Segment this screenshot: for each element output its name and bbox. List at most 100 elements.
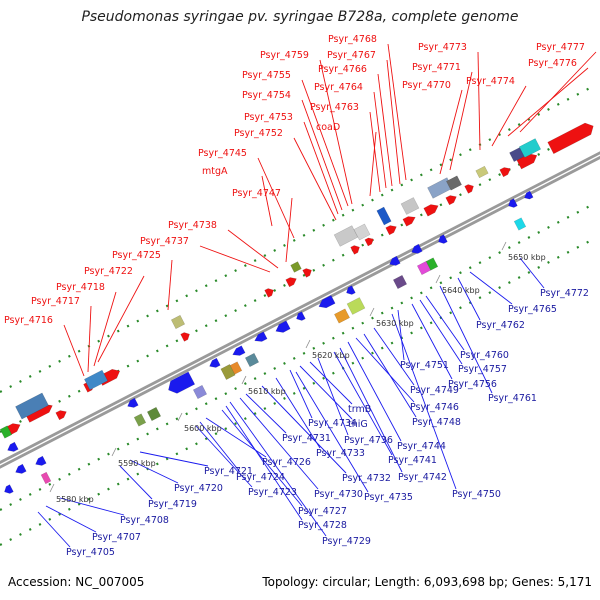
feature-block-17	[229, 361, 243, 375]
reverse-label-29: Psyr_4756	[448, 379, 497, 390]
forward-gene-16	[547, 122, 594, 155]
reverse-leader-28	[397, 309, 405, 361]
reverse-label-14: Psyr_4732	[342, 473, 391, 484]
reverse-label-18: trmB	[348, 404, 371, 415]
forward-label-3: Psyr_4722	[84, 266, 133, 277]
reverse-label-8: Psyr_4726	[262, 457, 311, 468]
feature-block-24	[513, 217, 527, 231]
scale-label-4: 5620 kbp	[312, 351, 350, 360]
feature-block-26	[0, 425, 13, 439]
feature-block-10	[518, 138, 542, 158]
feature-block-15	[192, 384, 208, 400]
scale-label-5: 5630 kbp	[376, 319, 414, 328]
reverse-label-3: Psyr_4719	[148, 499, 197, 510]
reverse-label-22: Psyr_4742	[398, 472, 447, 483]
forward-label-9: Psyr_4745	[198, 148, 247, 159]
reverse-label-2: Psyr_4708	[120, 515, 169, 526]
reverse-gene-12	[411, 243, 423, 254]
reverse-gene-9	[318, 294, 336, 309]
reverse-leader-0	[37, 511, 71, 548]
feature-block-7	[446, 175, 462, 191]
reverse-leader-29	[411, 303, 453, 380]
scale-tick-7	[501, 241, 507, 251]
forward-label-15: coaD	[316, 122, 340, 133]
gene-features	[0, 122, 594, 494]
feature-block-13	[146, 406, 162, 422]
reverse-leader-26	[373, 327, 415, 386]
reverse-leader-13	[245, 393, 287, 434]
reverse-label-23: Psyr_4744	[397, 441, 446, 452]
reverse-label-35: Psyr_4772	[540, 288, 589, 299]
forward-gene-14	[499, 167, 511, 178]
reverse-leader-3	[119, 465, 153, 500]
reverse-leader-25	[363, 333, 417, 418]
forward-gene-13	[464, 184, 474, 194]
reverse-gene-3	[168, 371, 196, 394]
scale-label-0: 5580 kbp	[56, 495, 94, 504]
reverse-leader-14	[261, 385, 347, 474]
reverse-gene-6	[254, 331, 268, 342]
reverse-label-26: Psyr_4749	[410, 385, 459, 396]
forward-gene-5	[285, 277, 297, 288]
lower-inner-rail	[0, 240, 591, 546]
reverse-label-15: Psyr_4733	[316, 448, 365, 459]
forward-gene-8	[364, 237, 374, 247]
reverse-label-19: Psyr_4735	[364, 492, 413, 503]
reverse-leader-17	[299, 365, 353, 420]
reverse-label-7: Psyr_4724	[236, 472, 285, 483]
forward-gene-9	[385, 225, 397, 236]
reverse-leader-7	[199, 421, 241, 473]
reverse-label-10: Psyr_4728	[298, 520, 347, 531]
reverse-leader-33	[457, 277, 481, 321]
forward-label-10: Psyr_4752	[234, 128, 283, 139]
forward-gene-4	[264, 288, 274, 298]
forward-label-4: Psyr_4725	[112, 250, 161, 261]
reverse-label-1: Psyr_4707	[92, 532, 141, 543]
forward-label-26: Psyr_4777	[536, 42, 585, 53]
reverse-label-21: Psyr_4741	[388, 455, 437, 466]
feature-block-18	[244, 352, 260, 368]
scale-tick-4	[305, 339, 311, 349]
reverse-label-30: Psyr_4757	[458, 364, 507, 375]
map-title: Pseudomonas syringae pv. syringae B728a,…	[81, 9, 519, 25]
scale-label-2: 5600 kbp	[184, 424, 222, 433]
forward-label-11: Psyr_4753	[244, 112, 293, 123]
genome-summary-text: Topology: circular; Length: 6,093,698 bp…	[262, 575, 592, 589]
reverse-gene-1	[35, 455, 47, 466]
reverse-gene-14	[508, 198, 518, 208]
forward-label-6: Psyr_4738	[168, 220, 217, 231]
forward-leader-6	[227, 229, 279, 269]
reverse-gene-5	[232, 345, 246, 356]
forward-label-5: Psyr_4737	[140, 236, 189, 247]
reverse-label-5: Psyr_4721	[204, 466, 253, 477]
forward-label-8: mtgA	[202, 166, 228, 177]
scale-tick-6	[435, 274, 441, 284]
reverse-leader-4	[129, 459, 179, 484]
forward-label-18: Psyr_4766	[318, 64, 367, 75]
reverse-leader-10	[225, 405, 303, 521]
forward-leader-7	[285, 197, 293, 263]
forward-label-13: Psyr_4755	[242, 70, 291, 81]
reverse-label-20: Psyr_4736	[344, 435, 393, 446]
scale-tick-2	[177, 412, 183, 422]
forward-label-22: Psyr_4771	[412, 62, 461, 73]
reverse-label-17: thiG	[348, 419, 368, 430]
reverse-label-13: Psyr_4731	[282, 433, 331, 444]
forward-leader-15	[369, 131, 377, 197]
reverse-leader-27	[391, 313, 457, 490]
reverse-leader-18	[309, 361, 353, 405]
forward-leader-21	[439, 89, 463, 175]
scale-tick-0	[49, 483, 55, 493]
forward-leader-5	[199, 245, 271, 273]
reverse-leader-5	[139, 451, 209, 467]
feature-block-4	[376, 206, 392, 226]
reverse-label-6: Psyr_4723	[248, 487, 297, 498]
forward-gene-7	[350, 245, 360, 255]
feature-block-5	[400, 197, 420, 215]
forward-gene-10	[402, 216, 416, 227]
reverse-leader-12	[239, 397, 319, 490]
reverse-leader-11	[229, 401, 327, 537]
reverse-leader-16	[289, 369, 313, 419]
reverse-label-34: Psyr_4765	[508, 304, 557, 315]
reverse-gene-10	[346, 285, 356, 295]
